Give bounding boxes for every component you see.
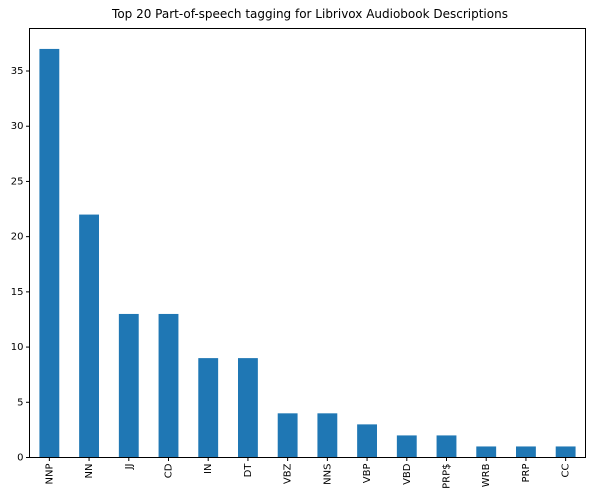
plot-frame [29,28,586,458]
y-axis: 0 5 10 15 20 25 30 35 [11,66,30,464]
y-tick-label: 5 [17,397,23,408]
y-tick-label: 20 [11,232,24,243]
bar-nnp [39,48,60,458]
x-tick-label: PRP [521,464,532,483]
bar-vbp [357,424,377,458]
x-tick-label: NN [84,464,95,479]
y-tick-label: 30 [11,121,24,132]
chart-title: Top 20 Part-of-speech tagging for Libriv… [111,7,508,21]
bar-wrb [476,446,497,458]
bar-nn [79,214,99,458]
bar-prp- [436,435,457,458]
y-tick-label: 25 [11,176,24,187]
x-tick-label: WRB [481,463,492,487]
x-tick-label: CD [164,463,175,478]
bar-vbd [396,435,417,458]
bar-vbz [277,413,298,458]
x-tick-label: VBP [362,464,373,484]
y-tick-label: 10 [11,342,24,353]
y-tick-label: 15 [11,287,24,298]
x-tick-label: JJ [124,464,135,471]
y-tick-label: 0 [17,453,23,464]
x-tick-label: VBZ [283,463,294,484]
x-axis: NNP NN JJ CD IN DT VBZ NNS VBP VBD PRP$ WRB PRP CC [44,457,572,489]
bar-nns [317,413,338,458]
x-tick-label: DT [243,463,254,478]
bar-cc [555,446,576,458]
x-tick-label: PRP$ [442,464,453,489]
bars-group [39,48,576,458]
x-tick-label: VBD [402,463,413,485]
bar-dt [238,358,258,458]
x-tick-label: NNP [44,464,55,485]
y-tick-label: 35 [11,66,24,77]
bar-jj [118,313,139,458]
x-tick-label: NNS [322,464,333,485]
bar-cd [158,313,179,458]
x-tick-label: CC [561,463,572,477]
bar-in [198,358,219,458]
bar-prp [516,446,536,458]
x-tick-label: IN [203,464,214,474]
